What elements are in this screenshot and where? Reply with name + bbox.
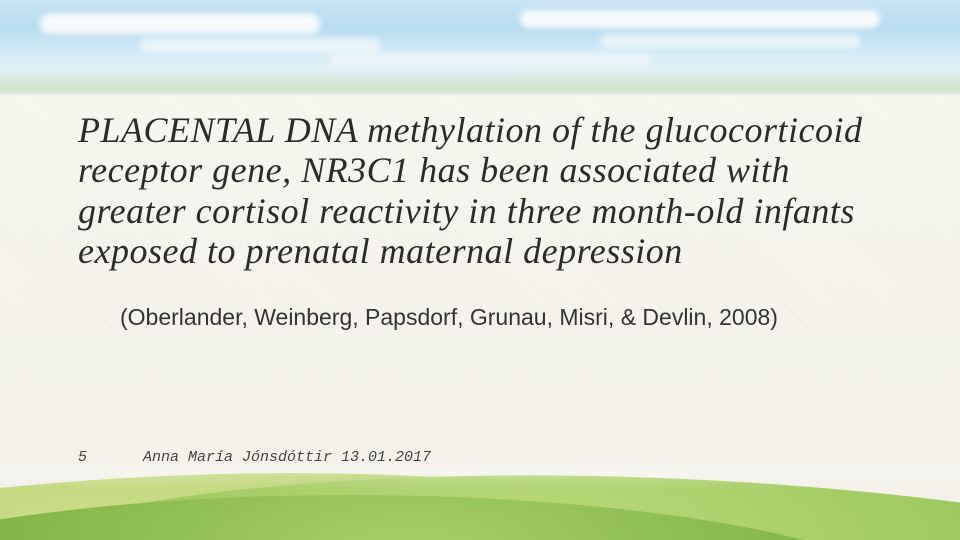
cloud-shape: [40, 14, 320, 34]
cloud-shape: [330, 54, 650, 66]
author-date: Anna María Jónsdóttir 13.01.2017: [143, 449, 431, 466]
cloud-shape: [140, 38, 380, 52]
main-statement: PLACENTAL DNA methylation of the glucoco…: [78, 110, 900, 271]
sky-banner: [0, 0, 960, 95]
slide-number: 5: [78, 449, 87, 466]
slide-content: PLACENTAL DNA methylation of the glucoco…: [78, 110, 900, 332]
footer: 5 Anna María Jónsdóttir 13.01.2017: [78, 449, 431, 466]
citation-text: (Oberlander, Weinberg, Papsdorf, Grunau,…: [120, 303, 860, 332]
cloud-shape: [600, 34, 860, 48]
cloud-shape: [520, 10, 880, 28]
